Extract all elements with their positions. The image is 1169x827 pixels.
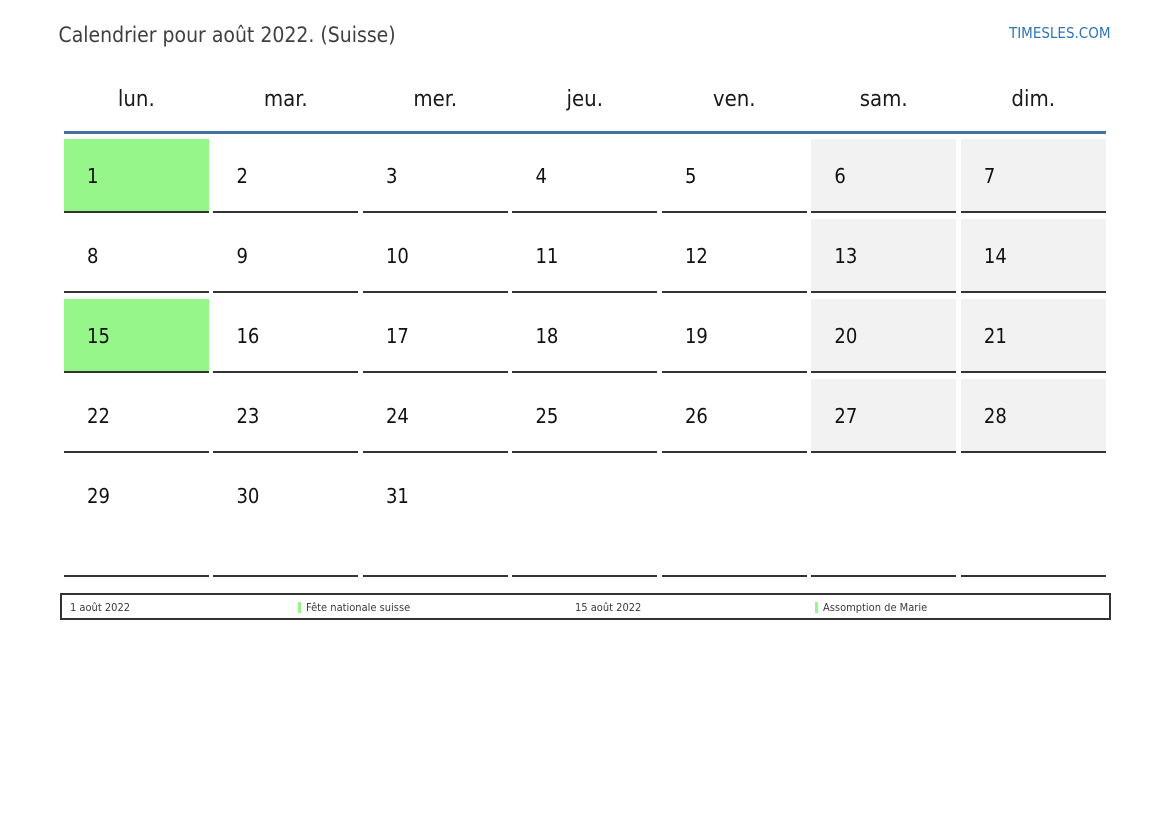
- day-cell-23: 23: [213, 379, 359, 453]
- day-cell-11: 11: [512, 219, 658, 293]
- day-cell-27: 27: [811, 379, 957, 453]
- day-number: 7: [983, 163, 996, 188]
- holiday-marker-icon: [815, 602, 818, 613]
- day-cell-15: 15: [64, 299, 209, 373]
- day-cell-7: 7: [960, 139, 1106, 213]
- day-cell-8: 8: [64, 219, 209, 293]
- day-cell-10: 10: [362, 219, 508, 293]
- day-cell-empty: [811, 459, 957, 577]
- weekday-header-ven: ven.: [712, 87, 756, 112]
- weekday-header-mer: mer.: [413, 87, 458, 112]
- weekday-header-underline: [64, 131, 1106, 134]
- day-number: 28: [983, 403, 1007, 428]
- weekday-header-dim: dim.: [1011, 87, 1056, 112]
- day-cell-5: 5: [661, 139, 807, 213]
- day-cell-13: 13: [811, 219, 957, 293]
- day-number: 20: [834, 323, 858, 348]
- day-cell-29: 29: [64, 459, 209, 577]
- day-cell-2: 2: [213, 139, 359, 213]
- calendar-page: Calendrier pour août 2022. (Suisse) TIME…: [58, 0, 1111, 827]
- day-cell-25: 25: [512, 379, 658, 453]
- day-number: 9: [236, 243, 248, 268]
- day-number: 25: [535, 403, 559, 428]
- weekday-header-mar: mar.: [263, 87, 308, 112]
- weekday-header-sam: sam.: [859, 87, 908, 112]
- day-number: 22: [87, 403, 110, 428]
- legend-date: 1 août 2022: [70, 597, 130, 618]
- day-number: 1: [87, 163, 99, 188]
- day-number: 21: [983, 323, 1007, 348]
- day-number: 3: [385, 163, 398, 188]
- calendar-grid: 1 2 3 4 5 6 7 8 9 10 11 12 13 14 15 16 17 18 19 20 21 22 23 24 2…: [64, 139, 1106, 577]
- day-number: 30: [236, 483, 260, 508]
- day-cell-28: 28: [960, 379, 1106, 453]
- day-number: 5: [684, 163, 697, 188]
- weekday-header-row: lun. mar. mer. jeu. ven. sam. dim.: [64, 89, 1106, 111]
- weekday-header-lun: lun.: [117, 87, 155, 112]
- legend-text: 1 août 2022: [70, 601, 131, 614]
- day-cell-3: 3: [362, 139, 508, 213]
- day-number: 18: [535, 323, 559, 348]
- day-cell-9: 9: [213, 219, 359, 293]
- day-cell-18: 18: [512, 299, 658, 373]
- legend-text: Fête nationale suisse: [306, 601, 411, 614]
- page-title: Calendrier pour août 2022. (Suisse): [58, 22, 396, 47]
- day-number: 4: [535, 163, 547, 188]
- legend-date: 15 août 2022: [575, 597, 641, 618]
- weekday-header-jeu: jeu.: [566, 87, 603, 112]
- day-number: 16: [236, 323, 260, 348]
- day-cell-16: 16: [213, 299, 359, 373]
- day-number: 6: [834, 163, 846, 188]
- day-cell-empty: [512, 459, 658, 577]
- day-cell-empty: [661, 459, 807, 577]
- day-cell-31: 31: [362, 459, 508, 577]
- day-number: 23: [236, 403, 260, 428]
- day-cell-1: 1: [64, 139, 209, 213]
- day-cell-17: 17: [362, 299, 508, 373]
- holiday-marker-icon: [298, 602, 301, 613]
- day-number: 24: [385, 403, 409, 428]
- day-number: 29: [87, 483, 110, 508]
- day-number: 19: [684, 323, 708, 348]
- day-number: 2: [236, 163, 248, 188]
- day-number: 12: [684, 243, 708, 268]
- day-cell-22: 22: [64, 379, 209, 453]
- day-cell-24: 24: [362, 379, 508, 453]
- day-number: 14: [983, 243, 1007, 268]
- legend-holiday-name: Assomption de Marie: [815, 597, 927, 618]
- day-number: 17: [385, 323, 409, 348]
- day-cell-30: 30: [213, 459, 359, 577]
- site-link[interactable]: TIMESLES.COM: [1008, 23, 1111, 42]
- day-number: 26: [684, 403, 708, 428]
- legend-holiday-name: Fête nationale suisse: [298, 597, 410, 618]
- day-cell-12: 12: [661, 219, 807, 293]
- day-number: 27: [834, 403, 858, 428]
- day-cell-14: 14: [960, 219, 1106, 293]
- day-number: 10: [385, 243, 409, 268]
- day-cell-19: 19: [661, 299, 807, 373]
- day-number: 31: [385, 483, 409, 508]
- day-cell-6: 6: [811, 139, 957, 213]
- day-cell-empty: [960, 459, 1106, 577]
- day-cell-21: 21: [960, 299, 1106, 373]
- day-cell-26: 26: [661, 379, 807, 453]
- holidays-legend: 1 août 2022 Fête nationale suisse 15 août …: [59, 593, 1111, 620]
- day-number: 8: [87, 243, 99, 268]
- day-number: 15: [87, 323, 110, 348]
- legend-text: Assomption de Marie: [823, 601, 928, 614]
- legend-text: 15 août 2022: [575, 601, 642, 614]
- day-cell-20: 20: [811, 299, 957, 373]
- day-cell-4: 4: [512, 139, 658, 213]
- day-number: 11: [535, 243, 559, 268]
- day-number: 13: [834, 243, 858, 268]
